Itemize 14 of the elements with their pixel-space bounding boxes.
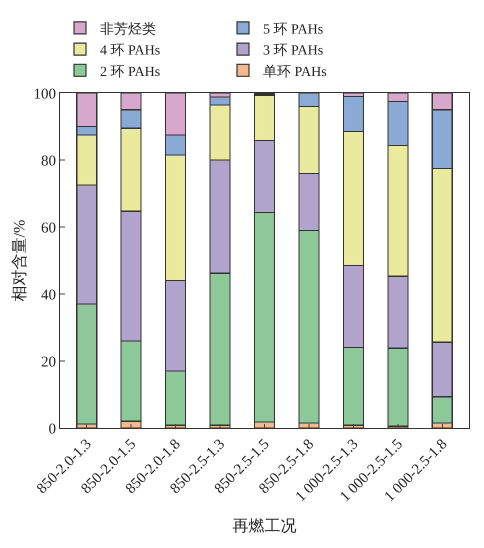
y-tick-label: 40 <box>41 287 56 304</box>
y-tick-label: 20 <box>41 354 56 370</box>
y-tick-label: 0 <box>48 421 56 438</box>
legend-label: 4 环 PAHs <box>100 44 160 59</box>
legend-label: 非芳烃类 <box>100 21 156 38</box>
y-tick-label: 100 <box>34 86 56 102</box>
legend-label: 2 环 PAHs <box>100 64 160 80</box>
y-axis-title: 相对含量/% <box>10 220 28 302</box>
y-tick-label: 80 <box>41 153 56 170</box>
y-tick-label: 60 <box>41 220 56 236</box>
legend-label: 单环 PAHs <box>263 64 327 80</box>
legend-label: 3 环 PAHs <box>263 44 324 59</box>
x-axis-title: 再燃工况 <box>232 518 296 535</box>
legend-label: 5 环 PAHs <box>263 22 324 38</box>
